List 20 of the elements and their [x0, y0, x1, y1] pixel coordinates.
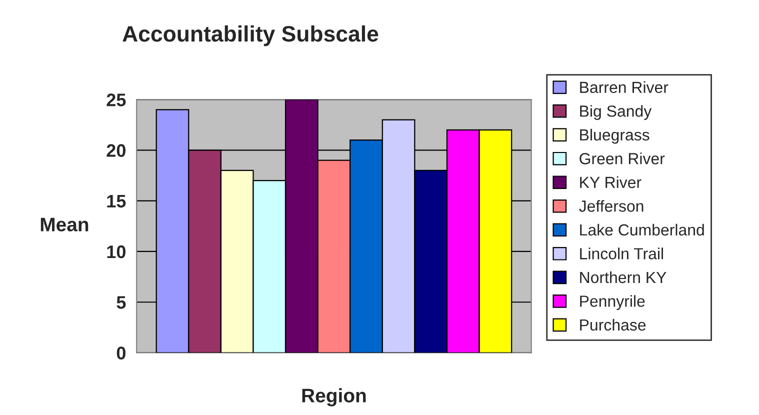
legend-label: Jefferson	[579, 200, 644, 212]
chart-title: Accountability Subscale	[122, 25, 378, 46]
legend-label: Northern KY	[580, 271, 666, 284]
legend-label: Green River	[580, 152, 665, 164]
legend-label: KY River	[580, 176, 642, 188]
y-tick-label: 5	[116, 296, 126, 309]
y-tick-label: 25	[106, 94, 126, 106]
legend-label: Barren River	[580, 81, 668, 94]
legend-label: Big Sandy	[580, 105, 652, 120]
legend-label: Pennyrile	[580, 295, 645, 310]
y-tick-label: 15	[107, 194, 126, 208]
y-tick-label: 10	[107, 245, 126, 258]
y-tick-label: 0	[116, 346, 126, 360]
legend-label: Purchase	[580, 318, 646, 331]
legend-label: Lincoln Trail	[580, 248, 663, 260]
legend-label: Lake Cumberland	[580, 224, 704, 236]
x-axis-title: Region	[302, 388, 366, 406]
y-axis-title: Mean	[40, 218, 88, 232]
y-tick-label: 20	[106, 144, 126, 157]
legend-label: Bluegrass	[580, 128, 650, 144]
